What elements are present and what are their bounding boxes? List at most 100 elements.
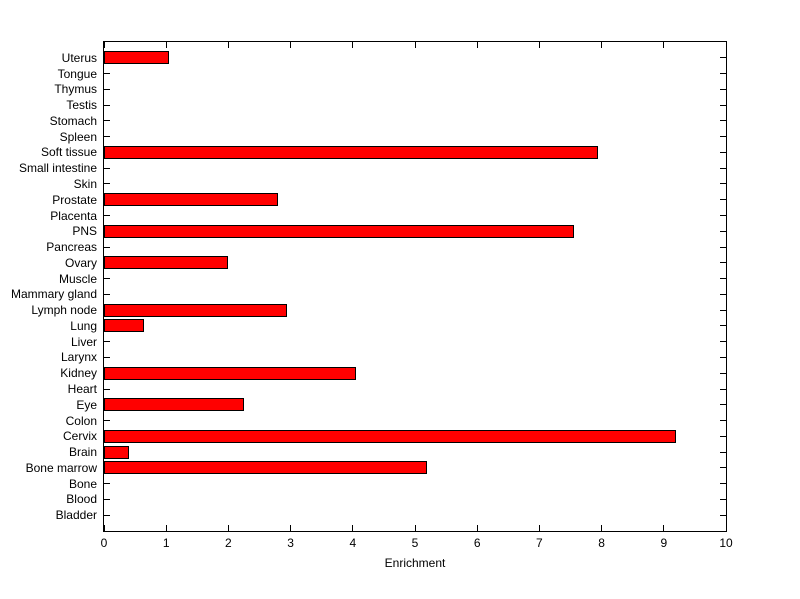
y-tick-small-intestine (720, 167, 726, 169)
y-axis-label-pns: PNS (72, 224, 97, 239)
x-tick-3 (290, 525, 292, 531)
y-axis-label-lung: Lung (70, 318, 97, 333)
x-tick-label-7: 7 (536, 536, 543, 550)
y-axis-label-stomach: Stomach (49, 113, 97, 128)
y-tick-mammary-gland (104, 293, 110, 295)
y-axis-label-bladder: Bladder (55, 508, 97, 523)
y-tick-brain (720, 451, 726, 453)
x-tick-label-9: 9 (660, 536, 668, 550)
bar-lymph-node (104, 303, 287, 317)
y-tick-pancreas (104, 246, 110, 248)
y-tick-spleen (104, 136, 110, 138)
y-axis-label-liver: Liver (70, 334, 97, 349)
x-tick-0 (103, 42, 105, 48)
y-tick-thymus (104, 88, 110, 90)
x-tick-4 (352, 525, 354, 531)
y-axis-label-eye: Eye (76, 397, 97, 412)
x-tick-10 (725, 525, 727, 531)
x-tick-0 (103, 525, 105, 531)
y-tick-thymus (720, 88, 726, 90)
bar-prostate (104, 193, 278, 207)
y-tick-pns (720, 230, 726, 232)
y-tick-bone (720, 483, 726, 485)
y-axis-label-uterus: Uterus (61, 50, 97, 65)
x-tick-7 (538, 525, 540, 531)
y-axis-label-bone-marrow: Bone marrow (25, 460, 97, 475)
bar-eye (104, 398, 244, 412)
y-axis-label-thymus: Thymus (54, 82, 97, 97)
plot-area (103, 41, 727, 532)
x-tick-8 (601, 525, 603, 531)
y-tick-spleen (720, 136, 726, 138)
x-tick-8 (601, 42, 603, 48)
y-tick-stomach (720, 120, 726, 122)
x-tick-label-10: 10 (719, 536, 733, 550)
bar-cervix (104, 429, 676, 443)
y-axis-label-small-intestine: Small intestine (18, 161, 97, 176)
y-axis-label-soft-tissue: Soft tissue (40, 145, 97, 160)
x-tick-9 (663, 42, 665, 48)
y-tick-soft-tissue (720, 151, 726, 153)
y-tick-heart (104, 388, 110, 390)
y-tick-liver (104, 341, 110, 343)
x-tick-5 (414, 42, 416, 48)
y-tick-lung (720, 325, 726, 327)
y-tick-placenta (720, 215, 726, 217)
bar-kidney (104, 366, 356, 380)
y-tick-lymph-node (720, 309, 726, 311)
y-tick-tongue (104, 73, 110, 75)
y-tick-bladder (104, 514, 110, 516)
y-tick-kidney (720, 372, 726, 374)
y-axis-label-tongue: Tongue (57, 66, 97, 81)
x-tick-label-1: 1 (162, 536, 170, 550)
x-tick-3 (290, 42, 292, 48)
y-tick-prostate (720, 199, 726, 201)
bar-soft-tissue (104, 145, 598, 159)
x-axis-title: Enrichment (384, 556, 446, 570)
y-tick-larynx (104, 356, 110, 358)
bar-uterus (104, 51, 169, 65)
y-tick-colon (104, 420, 110, 422)
x-tick-2 (227, 525, 229, 531)
x-tick-2 (227, 42, 229, 48)
y-tick-cervix (720, 435, 726, 437)
y-tick-larynx (720, 356, 726, 358)
y-tick-stomach (104, 120, 110, 122)
x-tick-5 (414, 525, 416, 531)
y-tick-testis (104, 104, 110, 106)
y-axis-label-heart: Heart (67, 382, 97, 397)
y-tick-tongue (720, 73, 726, 75)
y-tick-testis (720, 104, 726, 106)
y-tick-blood (720, 498, 726, 500)
y-axis-label-brain: Brain (68, 445, 97, 460)
x-tick-label-8: 8 (598, 536, 605, 550)
y-tick-uterus (720, 57, 726, 59)
bar-lung (104, 319, 144, 333)
y-axis-label-cervix: Cervix (62, 429, 97, 444)
y-axis-label-colon: Colon (65, 413, 97, 428)
bar-pns (104, 224, 574, 238)
y-tick-small-intestine (104, 167, 110, 169)
y-axis-label-testis: Testis (66, 98, 97, 113)
y-axis-label-prostate: Prostate (52, 192, 97, 207)
y-axis-label-skin: Skin (73, 176, 97, 191)
x-tick-10 (725, 42, 727, 48)
x-tick-label-5: 5 (411, 536, 419, 550)
y-tick-blood (104, 498, 110, 500)
y-axis-label-mammary-gland: Mammary gland (10, 287, 97, 302)
y-tick-bone (104, 483, 110, 485)
y-axis-label-ovary: Ovary (64, 255, 97, 270)
y-axis-label-spleen: Spleen (59, 129, 97, 144)
y-tick-muscle (720, 278, 726, 280)
y-axis-label-larynx: Larynx (60, 350, 97, 365)
bar-ovary (104, 256, 228, 270)
y-axis-label-kidney: Kidney (60, 366, 97, 381)
y-tick-muscle (104, 278, 110, 280)
y-tick-skin (104, 183, 110, 185)
x-tick-1 (165, 42, 167, 48)
y-axis-label-lymph-node: Lymph node (31, 303, 97, 318)
y-tick-ovary (720, 262, 726, 264)
bar-brain (104, 445, 129, 459)
y-tick-bone-marrow (720, 467, 726, 469)
